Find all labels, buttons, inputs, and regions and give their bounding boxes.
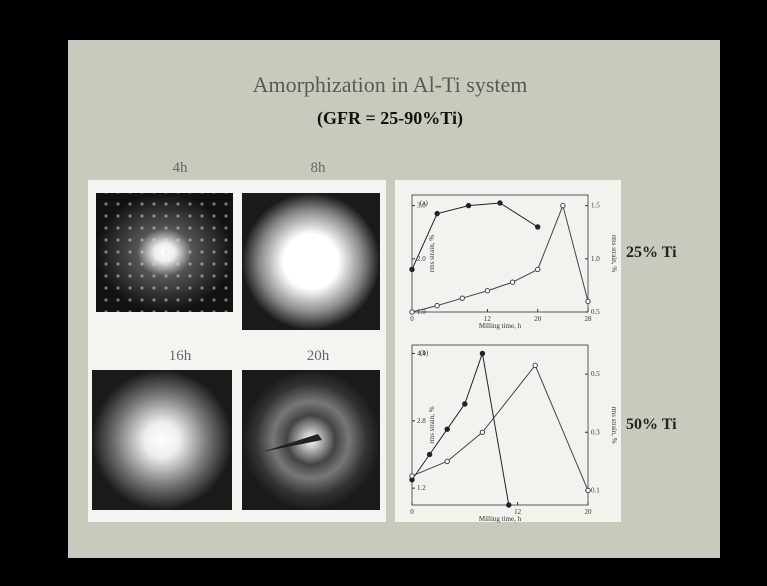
data-point [445, 459, 449, 463]
data-point [435, 211, 439, 215]
y-axis-label: rms strain, % [428, 235, 436, 272]
data-point [498, 201, 502, 205]
diffraction-spots [96, 193, 233, 312]
data-point [410, 474, 414, 478]
y2-axis-label: rms strain, % [610, 406, 618, 443]
y2-tick-label: 1.5 [591, 202, 600, 210]
data-point [586, 299, 590, 303]
y2-tick-label: 0.3 [591, 428, 600, 436]
image-label: 8h [311, 160, 327, 176]
data-point [480, 351, 484, 355]
y-tick-label: 4.4 [417, 349, 426, 357]
data-point [410, 310, 414, 314]
data-point [510, 280, 514, 284]
data-point [466, 203, 470, 207]
diffraction-image [242, 193, 380, 330]
data-point [507, 503, 511, 507]
image-label: 4h [173, 160, 189, 176]
x-axis-label: Milling time, h [479, 515, 522, 523]
data-point [536, 225, 540, 229]
data-point [586, 488, 590, 492]
y2-tick-label: 1.0 [591, 255, 600, 263]
x-tick-label: 20 [534, 315, 542, 323]
data-point [561, 203, 565, 207]
data-point [536, 267, 540, 271]
x-axis-label: Milling time, h [479, 322, 522, 330]
y2-axis-label: rms strain, % [610, 235, 618, 272]
diffraction-image [92, 370, 232, 510]
y2-tick-label: 0.1 [591, 486, 600, 494]
x-tick-label: 0 [410, 315, 414, 323]
title: Amorphization in Al-Ti system [253, 72, 528, 97]
image-label: 16h [169, 348, 192, 364]
page: Amorphization in Al-Ti system (GFR = 25-… [0, 0, 767, 581]
data-point [533, 363, 537, 367]
y2-tick-label: 0.5 [591, 370, 600, 378]
y-tick-label: 3.0 [417, 202, 426, 210]
data-point [435, 303, 439, 307]
y-axis-label: rms strain, % [428, 406, 436, 443]
composition-label: 50% Ti [626, 416, 677, 433]
y-tick-label: 1.2 [417, 484, 426, 492]
y2-tick-label: 0.5 [591, 308, 600, 316]
y-tick-label: 2.8 [417, 417, 426, 425]
x-tick-label: 20 [585, 508, 593, 516]
subtitle: (GFR = 25-90%Ti) [317, 108, 463, 129]
data-point [460, 296, 464, 300]
data-point [410, 267, 414, 271]
x-tick-label: 0 [410, 508, 414, 516]
data-point [445, 427, 449, 431]
data-point [480, 430, 484, 434]
data-point [463, 402, 467, 406]
data-point [485, 289, 489, 293]
slide-view: Amorphization in Al-Ti system (GFR = 25-… [0, 0, 767, 581]
composition-label: 25% Ti [626, 244, 677, 261]
data-point [427, 452, 431, 456]
x-tick-label: 28 [585, 315, 593, 323]
image-label: 20h [307, 348, 330, 364]
